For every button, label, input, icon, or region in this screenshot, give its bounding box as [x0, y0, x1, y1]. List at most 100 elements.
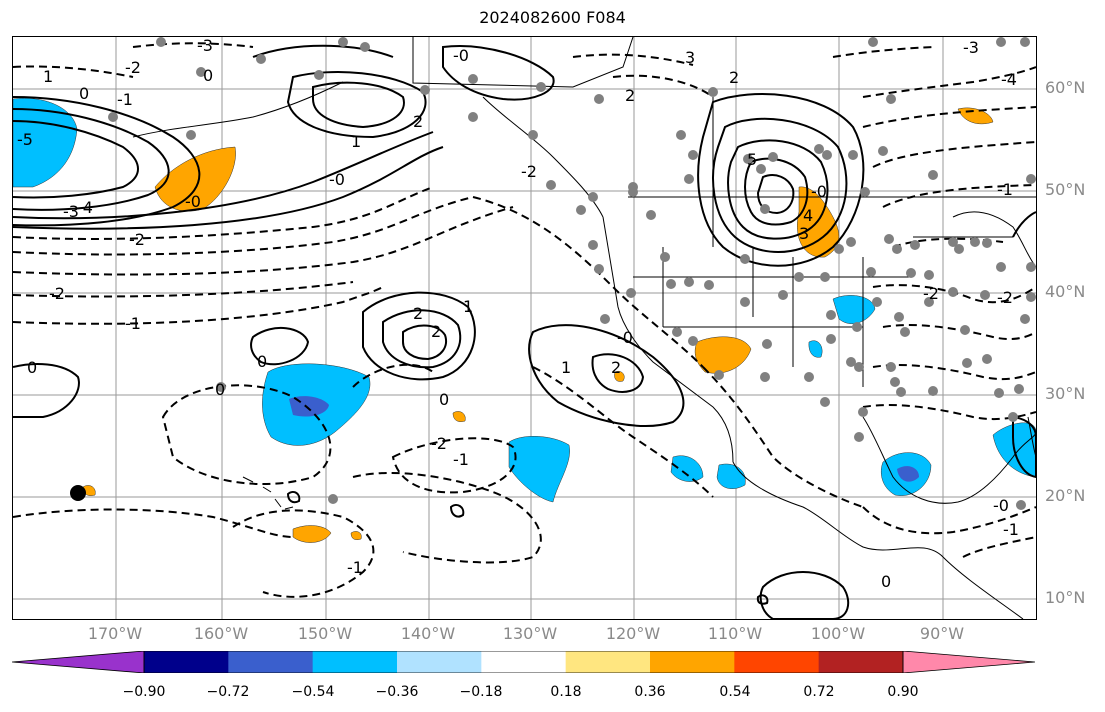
colorbar-segment [481, 651, 567, 673]
contour-label: -0 [453, 46, 469, 65]
contour-label: -4 [1001, 70, 1017, 89]
contour-label: -1 [453, 450, 469, 469]
contour-label: 0 [257, 352, 267, 371]
positive-anomaly-area [614, 371, 625, 382]
map-title: 2024082600 F084 [479, 8, 626, 27]
lat-label: 20°N [1045, 486, 1086, 505]
contour-label: -3 [63, 202, 79, 221]
positive-anomaly-area [957, 107, 994, 125]
lon-label: 160°W [193, 624, 249, 643]
colorbar [12, 651, 1035, 673]
lat-label: 40°N [1045, 282, 1086, 301]
contour-label: 1 [463, 297, 473, 316]
negative-anomaly-area [670, 455, 704, 482]
contour-label: -0 [329, 170, 345, 189]
colorbar-segment [650, 651, 735, 673]
contour-label: 5 [747, 150, 757, 169]
contour-label: 0 [203, 66, 213, 85]
contour-label: -1 [1003, 520, 1019, 539]
contour-label: -1 [997, 180, 1013, 199]
contour-label: -4 [77, 198, 93, 217]
negative-anomaly-area [716, 463, 746, 489]
contour-label: -2 [125, 58, 141, 77]
colorbar-tick-label: −0.54 [291, 684, 335, 700]
colorbar-segment [228, 651, 314, 673]
colorbar-segment [312, 651, 398, 673]
colorbar-tick-label: −0.36 [375, 684, 419, 700]
contour-label: -3 [197, 37, 213, 55]
colorbar-tick-label: −0.72 [206, 684, 250, 700]
lon-label: 150°W [297, 624, 353, 643]
contour-label: 0 [79, 84, 89, 103]
contour-label: -3 [963, 38, 979, 57]
lat-label: 50°N [1045, 180, 1086, 199]
colorbar-segment [565, 651, 651, 673]
lon-label: 170°W [87, 624, 143, 643]
colorbar-segment [397, 651, 482, 673]
contour-label: -0 [185, 192, 201, 211]
colorbar-segment [144, 651, 229, 673]
contour-label: -0 [993, 496, 1009, 515]
lat-label: 30°N [1045, 384, 1086, 403]
lon-label: 130°W [502, 624, 558, 643]
contour-label: 2 [413, 112, 423, 131]
contour-label: 3 [685, 48, 695, 67]
positive-anomaly-area [292, 525, 332, 543]
colorbar-segment [734, 651, 820, 673]
colorbar-tick-label: −0.18 [459, 684, 503, 700]
dashed-contours [13, 42, 1036, 598]
negative-anomaly-area [808, 340, 823, 358]
graticule [13, 37, 1036, 619]
lon-label: 140°W [400, 624, 456, 643]
solid-contours [13, 44, 1036, 619]
lon-label: 120°W [605, 624, 661, 643]
lon-label: 100°W [810, 624, 866, 643]
contour-label: 1 [351, 132, 361, 151]
contour-label: 0 [439, 390, 449, 409]
contour-label: 4 [803, 206, 813, 225]
positive-anomaly-area [452, 411, 466, 422]
lat-label: 10°N [1045, 588, 1086, 607]
contour-label: 3 [799, 224, 809, 243]
contour-label: 2 [625, 86, 635, 105]
contour-label: 2 [431, 322, 441, 341]
contour-labels: 0 -2 1 0 -1 -3 -3 -0 -2 2 3 -2 1 -0 2 -2… [17, 37, 1019, 591]
positive-anomaly-area [154, 146, 236, 212]
contour-label: -1 [125, 314, 141, 333]
shaded-anomalies [13, 98, 1036, 543]
strong-negative-area [897, 466, 919, 482]
colorbar-tick-label: 0.36 [634, 684, 666, 700]
lon-label: 90°W [919, 624, 965, 643]
contour-label: -2 [923, 284, 939, 303]
contour-label: 2 [729, 68, 739, 87]
contour-label: -2 [521, 162, 537, 181]
lat-label: 60°N [1045, 78, 1086, 97]
contour-label: -0 [811, 182, 827, 201]
positive-anomaly-area [350, 531, 362, 540]
negative-anomaly-area [508, 436, 570, 503]
contour-label: -1 [347, 558, 363, 577]
colorbar-tick-label: 0.90 [887, 684, 919, 700]
map-canvas: 0 -2 1 0 -1 -3 -3 -0 -2 2 3 -2 1 -0 2 -2… [13, 37, 1036, 619]
map-panel: 0 -2 1 0 -1 -3 -3 -0 -2 2 3 -2 1 -0 2 -2… [12, 36, 1037, 620]
coastlines [132, 37, 1036, 619]
lon-label: 110°W [707, 624, 763, 643]
contour-label: -2 [49, 284, 65, 303]
colorbar-tick-label: −0.90 [122, 684, 166, 700]
contour-label: 0 [881, 572, 891, 591]
negative-anomaly-area [832, 295, 876, 324]
contour-label: -1 [117, 90, 133, 109]
contour-label: 0 [27, 358, 37, 377]
positive-anomaly-area [694, 336, 752, 374]
contour-label: -2 [431, 434, 447, 453]
contour-label: -5 [17, 130, 33, 149]
contour-label: -2 [997, 288, 1013, 307]
contour-label: 2 [611, 358, 621, 377]
colorbar-tick-label: 0.72 [803, 684, 835, 700]
contour-label: 1 [43, 67, 53, 86]
contour-label: 0 [215, 380, 225, 399]
black-station-marker [70, 485, 86, 501]
contour-label: 1 [561, 358, 571, 377]
contour-label: -0 [617, 328, 633, 347]
contour-label: -2 [129, 230, 145, 249]
